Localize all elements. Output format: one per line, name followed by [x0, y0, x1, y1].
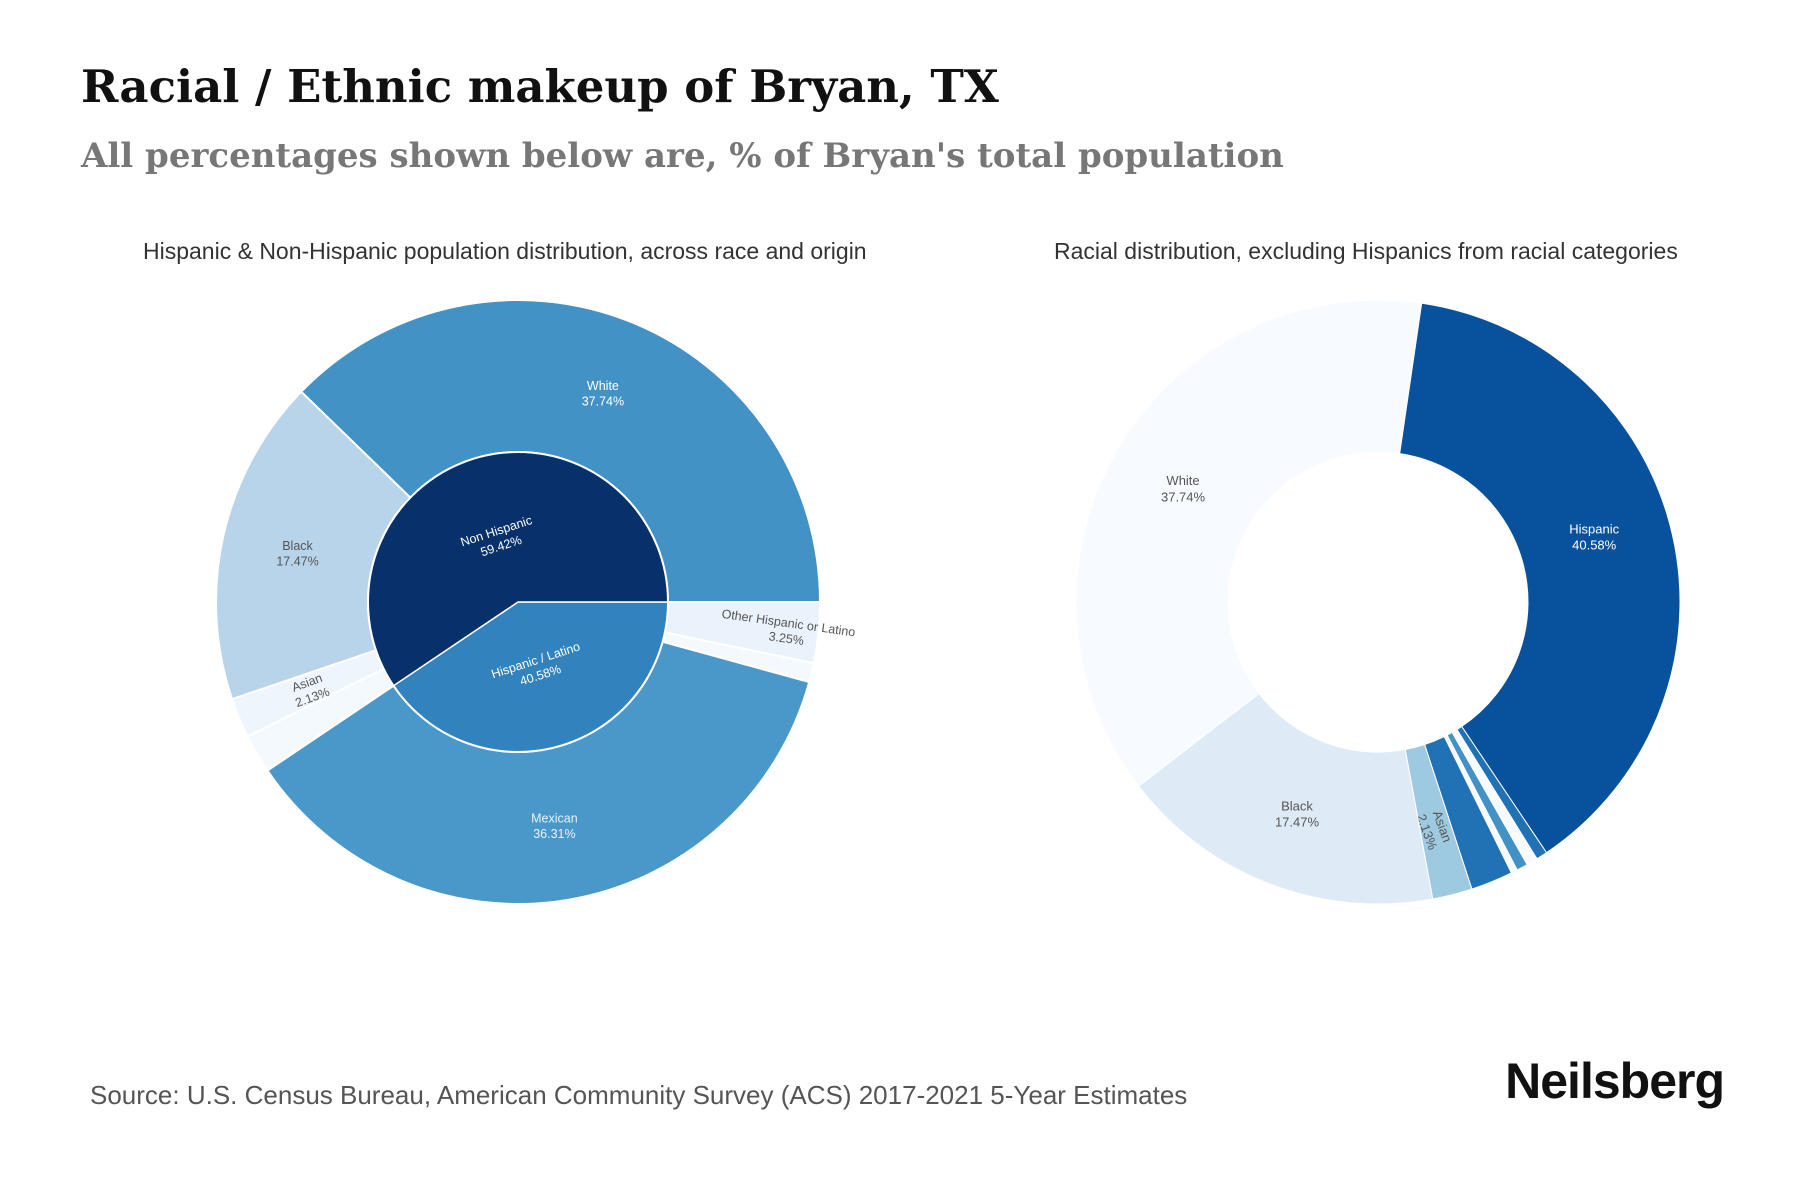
sunburst-chart: Other Hispanic or Latino3.25%Mexican 36.3…	[215, 299, 856, 905]
page-title: Racial / Ethnic makeup of Bryan, TX	[81, 60, 999, 113]
page-subtitle: All percentages shown below are, % of Br…	[81, 136, 1284, 176]
donut-chart: Hispanic 40.58%Asian2.13%Black 17.47%White…	[1075, 299, 1681, 905]
inner-ring-border	[367, 451, 669, 753]
donut-label-white: White 37.74%	[1161, 473, 1206, 504]
right-chart-title: Racial distribution, excluding Hispanics…	[1054, 238, 1678, 264]
donut-label-black: Black 17.47%	[1275, 798, 1320, 829]
donut-slice-black	[1137, 692, 1434, 905]
left-chart-title: Hispanic & Non-Hispanic population distr…	[143, 238, 867, 264]
donut-label-hispanic: Hispanic 40.58%	[1569, 521, 1619, 552]
outer-label-white: White 37.74%	[582, 379, 624, 409]
outer-label-black: Black 17.47%	[276, 539, 318, 569]
donut-slice-white	[1075, 299, 1423, 787]
brand-logo: Neilsberg	[1505, 1053, 1725, 1109]
donut-slice-hispanic	[1377, 299, 1681, 854]
outer-label-mexican: Mexican 36.31%	[531, 812, 578, 842]
source-note: Source: U.S. Census Bureau, American Com…	[90, 1080, 1188, 1110]
